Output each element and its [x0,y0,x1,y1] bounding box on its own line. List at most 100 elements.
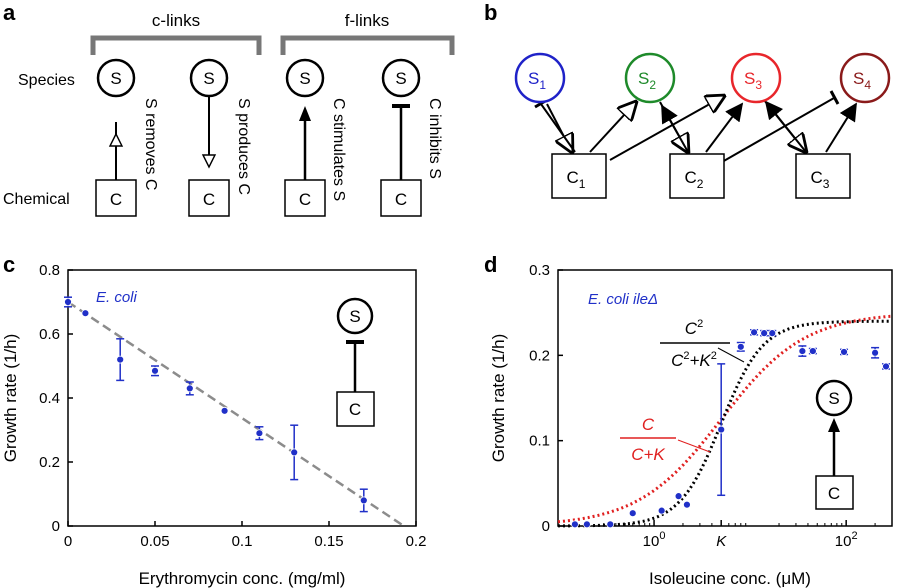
inhibition-bar [829,90,840,105]
inset-species-node [815,379,853,417]
panel-c-xlabel: Erythromycin conc. (mg/ml) [139,569,346,588]
link-c2-s4 [721,97,835,163]
inset-chemical-node [815,475,854,510]
inset-species-node [336,297,374,335]
panel-d-inset: S C [815,379,854,510]
panel-a-label: a [3,0,16,25]
data-point [151,366,159,375]
inset-species-label: S [828,389,839,408]
caption: S produces C [235,98,252,195]
y-tick-label: 0.4 [39,390,60,407]
link-c1-s3 [609,96,724,161]
x-tick-label: 0.05 [140,533,169,550]
panel-d-annotation: E. coli ileΔ [588,291,658,308]
link-c3-s3 [764,100,807,153]
panel-d: d 100 K 102 0 0.1 0.2 0.3 E. coli ileΔ Isoleuc… [484,252,893,588]
link-s1-c1 [546,103,572,152]
chemical-nodes: C1 C2 C3 [551,153,851,199]
chemical-node-label: C [395,190,407,209]
caption: S removes C [142,98,159,190]
fit-line [67,300,405,528]
chemical-node-label: C [299,190,311,209]
hill1-num: C [642,415,655,434]
chemical-node-c2 [669,153,725,199]
svg-text:C2+K2: C2+K2 [671,350,717,370]
data-point [840,348,848,356]
data-point [583,520,591,529]
caption: C inhibits S [426,98,443,179]
svg-text:C2: C2 [685,318,703,338]
network-links [534,90,857,163]
data-point [220,406,229,415]
hill2-den-exp: 2 [683,350,689,362]
panel-d-ylabel: Growth rate (1/h) [489,334,508,463]
hill2-num: C [685,319,698,338]
data-point [185,384,194,393]
panel-c: c 0 0.05 0.1 0.15 0.2 0 0.2 0.4 0.6 0.8 E. coli E… [1,252,426,588]
chemical-node [380,179,422,217]
hill2-label: C2 C2+K2 [660,318,745,370]
inset-chemical-label: C [828,484,840,503]
x-tick-label: 0.2 [406,533,427,550]
species-node-label: S [203,69,214,88]
species-node-s2 [624,52,676,104]
panel-c-inset: S C [336,297,375,427]
species-node-s3 [730,52,782,104]
species-nodes: S1 S2 S3 S4 [514,52,891,104]
f-links-label: f-links [345,11,389,30]
x-tick-label: 0.1 [232,533,253,550]
y-tick-label: 0.8 [39,262,60,279]
inset-chemical-label: C [349,400,361,419]
data-point [808,347,817,355]
inset-chemical-node [336,391,375,427]
data-point [760,329,769,338]
panel-d-xlabel: Isoleucine conc. (μM) [649,569,811,588]
species-node-label: S [395,69,406,88]
panel-c-ylabel: Growth rate (1/h) [1,334,20,463]
hill1-den: C+K [631,445,665,464]
open-arrowhead [201,154,217,169]
species-node-label: S [299,69,310,88]
species-node [96,58,136,98]
species-row-label: Species [18,72,75,89]
y-tick-label: 0.2 [39,454,60,471]
data-point [798,347,807,355]
species-node-label: S2 [638,69,656,92]
species-node-label: S1 [528,69,546,92]
hill2-num-exp: 2 [697,318,703,330]
data-point [359,496,368,505]
panel-d-axes-frame [557,269,893,527]
data-point [871,348,879,357]
link-c-stimulates-s: S C C stimulates S [284,58,347,217]
x-tick-label: K [716,533,727,550]
data-point [683,500,691,509]
link-c1-s2 [589,102,636,153]
panel-b: b S1 S2 [484,0,891,199]
y-tick-label: 0.1 [529,433,550,450]
open-arrowhead [108,132,124,147]
chemical-node-label: C2 [685,168,704,191]
hill2-plus-exp: 2 [711,350,717,362]
data-point [750,328,758,337]
data-point [768,329,777,338]
inset-filled-arrowhead [828,418,840,432]
y-tick-label: 0.3 [529,262,550,279]
x-tick-label: 102 [835,530,858,550]
panel-c-ticks: 0 0.05 0.1 0.15 0.2 0 0.2 0.4 0.6 0.8 [39,262,426,550]
link-s-produces-c: S C S produces C [188,58,252,217]
data-point [290,448,299,457]
y-tick-label: 0 [52,518,60,535]
species-node-label: S [110,69,121,88]
hill1-label: C C+K [620,415,711,464]
hill2-den: C [671,351,684,370]
data-point [657,506,666,515]
data-point [674,492,683,501]
data-point [628,509,637,518]
chemical-node-label: C3 [811,168,830,191]
species-node-label: S4 [853,69,871,92]
chemical-node-label: C [203,190,215,209]
caption: C stimulates S [330,98,347,201]
chemical-node-c3 [795,153,851,199]
species-node-s4 [839,52,891,104]
link-c2-s3 [705,102,744,153]
